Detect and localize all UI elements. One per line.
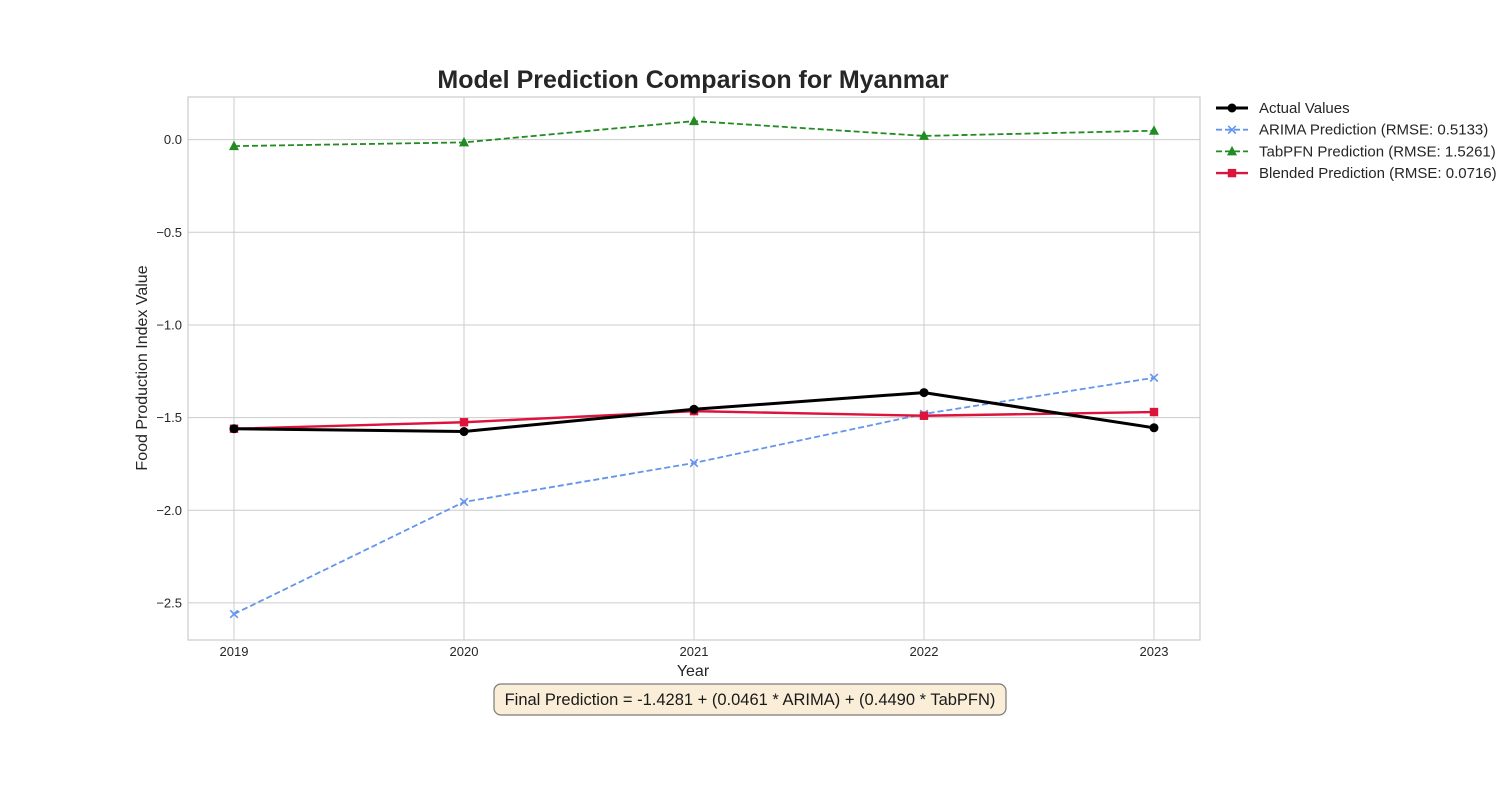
data-point: [689, 115, 699, 126]
data-point: [1149, 373, 1159, 383]
data-point: [459, 427, 469, 437]
formula-box: [493, 683, 1007, 716]
y-tick-label: −2.5: [156, 595, 182, 610]
x-tick-label: 2020: [450, 644, 479, 659]
legend-label: Actual Values: [1259, 100, 1350, 117]
y-tick-label: −1.0: [156, 317, 182, 332]
data-point: [919, 388, 929, 398]
data-point: [459, 497, 469, 507]
y-axis-label: Food Production Index Value: [134, 265, 151, 470]
formula-text: Final Prediction = -1.4281 + (0.0461 * A…: [505, 691, 996, 709]
x-tick-label: 2022: [910, 644, 939, 659]
data-point: [919, 130, 929, 140]
legend-entry: ARIMA Prediction (RMSE: 0.5133): [1216, 122, 1488, 139]
data-point: [459, 418, 469, 427]
data-point: [689, 458, 699, 468]
data-point: [459, 136, 469, 147]
data-point: [1149, 407, 1159, 417]
y-tick-label: −2.0: [156, 503, 182, 518]
data-point: [1149, 423, 1159, 433]
legend-label: Blended Prediction (RMSE: 0.0716): [1259, 165, 1497, 182]
series-3: [229, 115, 1159, 151]
legend-marker: [1227, 168, 1237, 178]
tick-labels: 2019 2020 2021 2022 2023 0.0 −0.5 −1.0 −1.5 −2.0 −…: [156, 132, 1168, 659]
y-tick-label: −1.5: [156, 410, 182, 425]
plot-area-frame: [187, 96, 1201, 641]
series-2: [229, 373, 1159, 619]
series-layer: [229, 115, 1159, 619]
x-tick-label: 2019: [220, 644, 249, 659]
y-tick-label: −0.5: [156, 225, 182, 240]
series-1: [229, 388, 1159, 437]
data-point: [689, 404, 699, 414]
legend-entry: Actual Values: [1216, 100, 1350, 117]
data-point: [1149, 125, 1159, 135]
grid-lines: [188, 97, 1200, 640]
legend-marker: [1227, 145, 1237, 156]
data-point: [919, 411, 929, 420]
formula-annotation: Final Prediction = -1.4281 + (0.0461 * A…: [493, 683, 1007, 716]
data-point: [229, 424, 239, 434]
x-axis-label: Year: [677, 663, 710, 680]
chart-title: Model Prediction Comparison for Myanmar: [437, 66, 948, 94]
x-tick-label: 2021: [680, 644, 709, 659]
legend-entry: TabPFN Prediction (RMSE: 1.5261): [1216, 143, 1496, 160]
legend-marker: [1227, 125, 1237, 135]
legend-entry: Blended Prediction (RMSE: 0.0716): [1216, 165, 1497, 182]
data-point: [229, 609, 239, 619]
legend-label: TabPFN Prediction (RMSE: 1.5261): [1259, 143, 1496, 160]
legend-label: ARIMA Prediction (RMSE: 0.5133): [1259, 122, 1488, 139]
legend: Actual Values ARIMA Prediction (RMSE: 0.5…: [1216, 100, 1497, 182]
x-tick-label: 2023: [1140, 644, 1169, 659]
y-tick-label: 0.0: [164, 132, 182, 147]
legend-marker: [1227, 103, 1237, 113]
data-point: [229, 140, 239, 151]
